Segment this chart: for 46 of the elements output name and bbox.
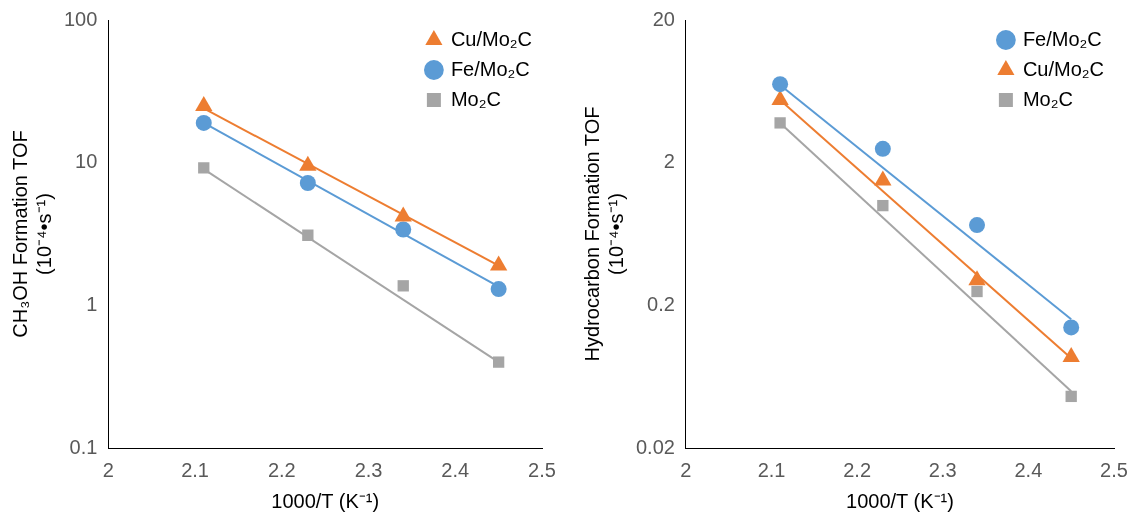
x-tick-label: 2.3 [354,458,383,481]
x-tick-label: 2 [680,458,692,481]
x-tick-label: 2.4 [1014,458,1043,481]
point [195,114,212,131]
y-tick-label: 2 [663,150,675,173]
point [877,199,889,212]
point [198,162,210,174]
point [772,76,789,93]
legend-label: Mo₂C [450,87,501,110]
x-tick-label: 2.2 [267,458,296,481]
x-axis-title: 1000/T (K⁻¹) [846,489,954,512]
point [969,217,986,234]
legend-label: Cu/Mo₂C [450,27,533,50]
point [971,285,983,298]
y-tick-label: 0.02 [635,435,675,458]
point [492,356,505,368]
point [490,281,507,298]
point [397,280,409,292]
legend-label: Mo₂C [1022,87,1073,110]
legend-label: Cu/Mo₂C [1022,57,1105,80]
y-axis-title: Hydrocarbon Formation TOF (10⁻⁴•s⁻¹) [580,106,627,362]
x-axis-title: 1000/T (K⁻¹) [271,489,380,512]
x-tick-label: 2.3 [928,458,957,481]
point [395,221,412,238]
point [874,140,891,157]
legend-label: Fe/Mo₂C [450,57,530,80]
y-tick-label: 0.2 [647,292,675,315]
y-tick-label: 0.1 [69,435,98,458]
y-tick-label: 10 [75,150,98,173]
x-tick-label: 2.5 [528,458,556,481]
x-tick-label: 2.1 [757,458,786,481]
y-tick-label: 1 [86,292,98,315]
x-tick-label: 2.2 [843,458,872,481]
x-tick-label: 2.4 [441,458,470,481]
x-tick-label: 2.5 [1100,458,1128,481]
point [1063,319,1080,336]
point [302,229,314,241]
x-tick-label: 2.1 [181,458,209,481]
point [1065,390,1077,403]
y-tick-label: 100 [63,7,98,30]
y-tick-label: 20 [652,7,675,30]
x-tick-label: 2 [102,458,114,481]
point [774,117,786,129]
legend-label: Fe/Mo₂C [1022,27,1102,50]
point [299,175,316,192]
y-axis-title: CH₃OH Formation TOF (10⁻⁴•s⁻¹) [8,130,55,338]
